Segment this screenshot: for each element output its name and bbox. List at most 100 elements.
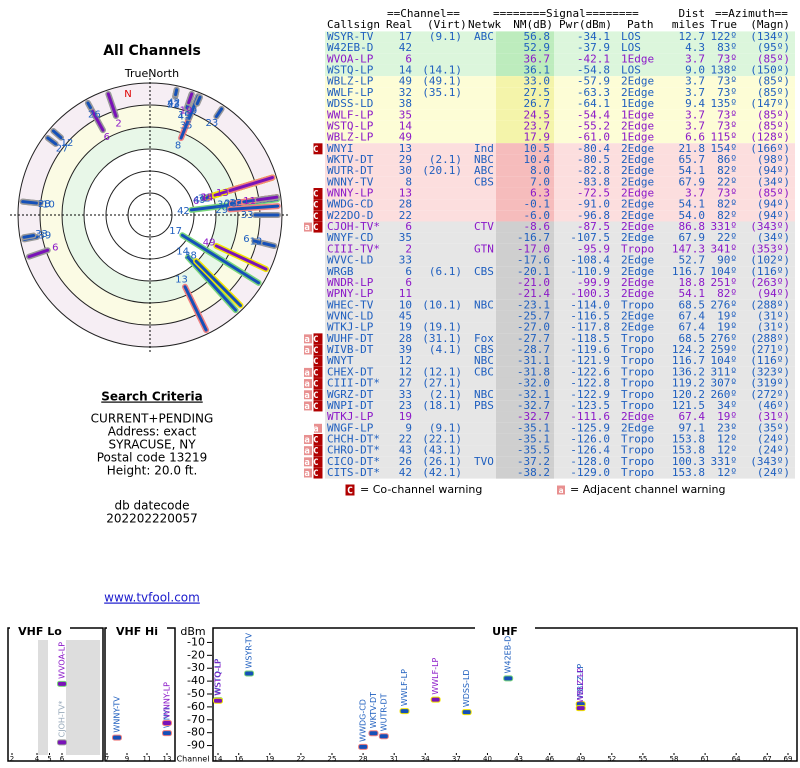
co-channel-icon (313, 221, 323, 233)
station-label: 33 (35, 229, 48, 240)
cell-callsign: WNDR-LP (327, 276, 374, 289)
cell-nm: -6.0 (524, 209, 551, 222)
cell-az-magn: (94º) (757, 198, 790, 211)
warning-icons: aC (304, 435, 322, 445)
station-label: 12 (250, 236, 263, 247)
cell-pwr: -116.5 (570, 310, 610, 323)
cell-az-true: 22º (717, 231, 737, 244)
x-tick-label: 69 (784, 755, 793, 763)
cell-az-true: 86º (717, 153, 737, 166)
cell-callsign: WGRZ-DT (327, 388, 374, 401)
column-header: NM(dB) (513, 18, 553, 31)
x-tick-label: 46 (545, 755, 554, 763)
co-channel-icon (313, 355, 323, 367)
cell-dist: 9.4 (685, 97, 705, 110)
cell-dist: 3.7 (685, 119, 705, 132)
cell-real: 35 (399, 231, 412, 244)
row-signal-bg (496, 277, 554, 289)
cell-az-true: 19º (717, 321, 737, 334)
cell-real: 17 (399, 30, 412, 43)
row-signal-bg (496, 411, 554, 423)
cell-az-magn: (288º) (750, 332, 790, 345)
signal-bar (358, 743, 369, 750)
row-bg (325, 154, 795, 166)
row-bg (325, 165, 795, 177)
cell-az-true: 276º (711, 332, 738, 345)
co-channel-icon (313, 366, 323, 378)
cell-az-true: 34º (717, 399, 737, 412)
cell-az-true: 122º (711, 30, 738, 43)
cell-path: 2Edge (621, 164, 654, 177)
cell-callsign: WHEC-TV (327, 298, 374, 311)
cell-netwk: Ind (474, 142, 494, 155)
station-label: 13 (175, 275, 188, 286)
x-tick-label: 16 (234, 755, 243, 763)
cell-pwr: -117.8 (570, 321, 610, 334)
cell-az-magn: (85º) (757, 52, 790, 65)
cell-real: 29 (399, 153, 412, 166)
north-label: TrueNorth (124, 67, 179, 80)
cell-callsign: WSTQ-LP (327, 64, 374, 77)
signal-bar (378, 733, 389, 740)
cell-az-magn: (95º) (757, 41, 790, 54)
cell-az-magn: (116º) (750, 265, 790, 278)
cell-nm: 27.5 (524, 86, 551, 99)
legend-text: = Co-channel warning (360, 483, 482, 496)
search-line: Address: exact (108, 425, 197, 439)
cell-callsign: WTKJ-LP (327, 410, 374, 423)
adjacent-icon (304, 334, 312, 344)
cell-virt: (22.1) (422, 432, 462, 445)
station-label: 32 (198, 193, 211, 204)
cell-nm: -35.5 (517, 444, 550, 457)
cell-pwr: -107.5 (570, 231, 610, 244)
warning-icons: aC (304, 335, 322, 345)
cell-dist: 3.7 (685, 86, 705, 99)
cell-real: 12 (399, 354, 412, 367)
cell-pwr: -61.0 (577, 131, 610, 144)
cell-pwr: -87.5 (577, 220, 610, 233)
row-signal-bg (496, 456, 554, 468)
station-label: 11 (243, 196, 256, 207)
row-signal-bg (496, 53, 554, 65)
cell-callsign: WNPI-DT (327, 399, 374, 412)
co-channel-icon (313, 143, 323, 155)
co-channel-icon-text: C (347, 486, 353, 497)
row-signal-bg (496, 389, 554, 401)
cell-virt: (31.1) (422, 332, 462, 345)
cell-path: 2Edge (621, 410, 654, 423)
site-link[interactable]: www.tvfool.com (104, 591, 200, 605)
cell-dist: 3.7 (685, 187, 705, 200)
cell-real: 14 (399, 64, 413, 77)
warning-icons: C (313, 357, 322, 367)
signal-label: WBLZ-LP (576, 664, 585, 700)
x-tick-label: 55 (638, 755, 647, 763)
x-tick-label: 61 (701, 755, 710, 763)
cell-az-magn: (34º) (757, 231, 790, 244)
cell-az-true: 251º (711, 276, 738, 289)
station-bar (21, 200, 38, 205)
co-channel-icon (313, 210, 323, 222)
cell-dist: 18.8 (679, 276, 706, 289)
cell-dist: 3.7 (685, 75, 705, 88)
row-bg (325, 210, 795, 222)
station-bar (51, 129, 63, 140)
signal-bar (368, 730, 379, 737)
cell-real: 27 (399, 377, 412, 390)
cell-dist: 54.1 (679, 287, 706, 300)
cell-netwk: CBS (474, 265, 494, 278)
cell-pwr: -96.8 (577, 209, 610, 222)
adjacent-icon (304, 390, 312, 400)
cell-path: 2Edge (621, 276, 654, 289)
cell-path: Tropo (621, 377, 654, 390)
cell-real: 23 (399, 399, 412, 412)
x-tick-label: 40 (483, 755, 492, 763)
row-signal-bg (496, 377, 554, 390)
cell-callsign: WWLF-LP (327, 86, 374, 99)
cell-path: 1Edge (621, 97, 654, 110)
row-signal-bg (496, 42, 554, 54)
adjacent-icon (304, 446, 312, 456)
y-tick-label: -80 (187, 726, 205, 739)
cell-az-true: 12º (717, 444, 737, 457)
cell-az-magn: (35º) (757, 421, 790, 434)
